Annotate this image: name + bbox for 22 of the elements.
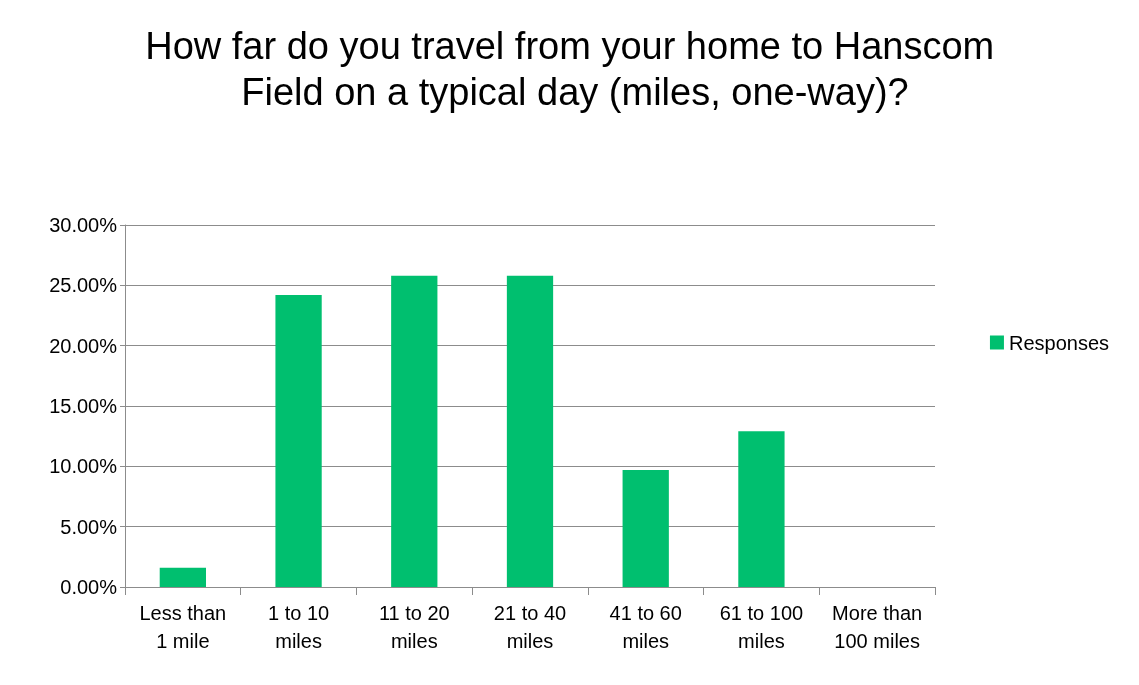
y-tick-label: 25.00%: [49, 274, 118, 297]
x-tick-label: More than 100 miles: [832, 602, 923, 652]
bar: [275, 294, 322, 587]
y-tick-label: 20.00%: [49, 334, 118, 357]
x-tick-label: 61 to 100 miles: [719, 602, 804, 652]
bar: [738, 431, 785, 587]
x-tick-label: 21 to 40 miles: [493, 602, 567, 652]
x-tick-label: Less than 1 mile: [139, 602, 227, 652]
y-tick-label: 30.00%: [49, 214, 118, 236]
x-tick-label: 11 to 20 miles: [378, 602, 450, 652]
y-tick-label: 10.00%: [49, 455, 118, 478]
legend-label: Responses: [1008, 331, 1109, 354]
chart-title: How far do you travel from your home to Hanscom Field on a typical day (miles, one-way)?: [145, 25, 1005, 113]
bar: [159, 567, 206, 587]
x-tick-label: 41 to 60 miles: [609, 602, 682, 652]
y-tick-label: 5.00%: [60, 515, 118, 538]
x-tick-label: 1 to 10 miles: [267, 602, 330, 652]
y-tick-label: 0.00%: [60, 576, 118, 598]
y-tick-label: 15.00%: [49, 395, 118, 417]
bar: [391, 275, 438, 587]
bar: [506, 275, 554, 587]
bar: [622, 469, 669, 587]
